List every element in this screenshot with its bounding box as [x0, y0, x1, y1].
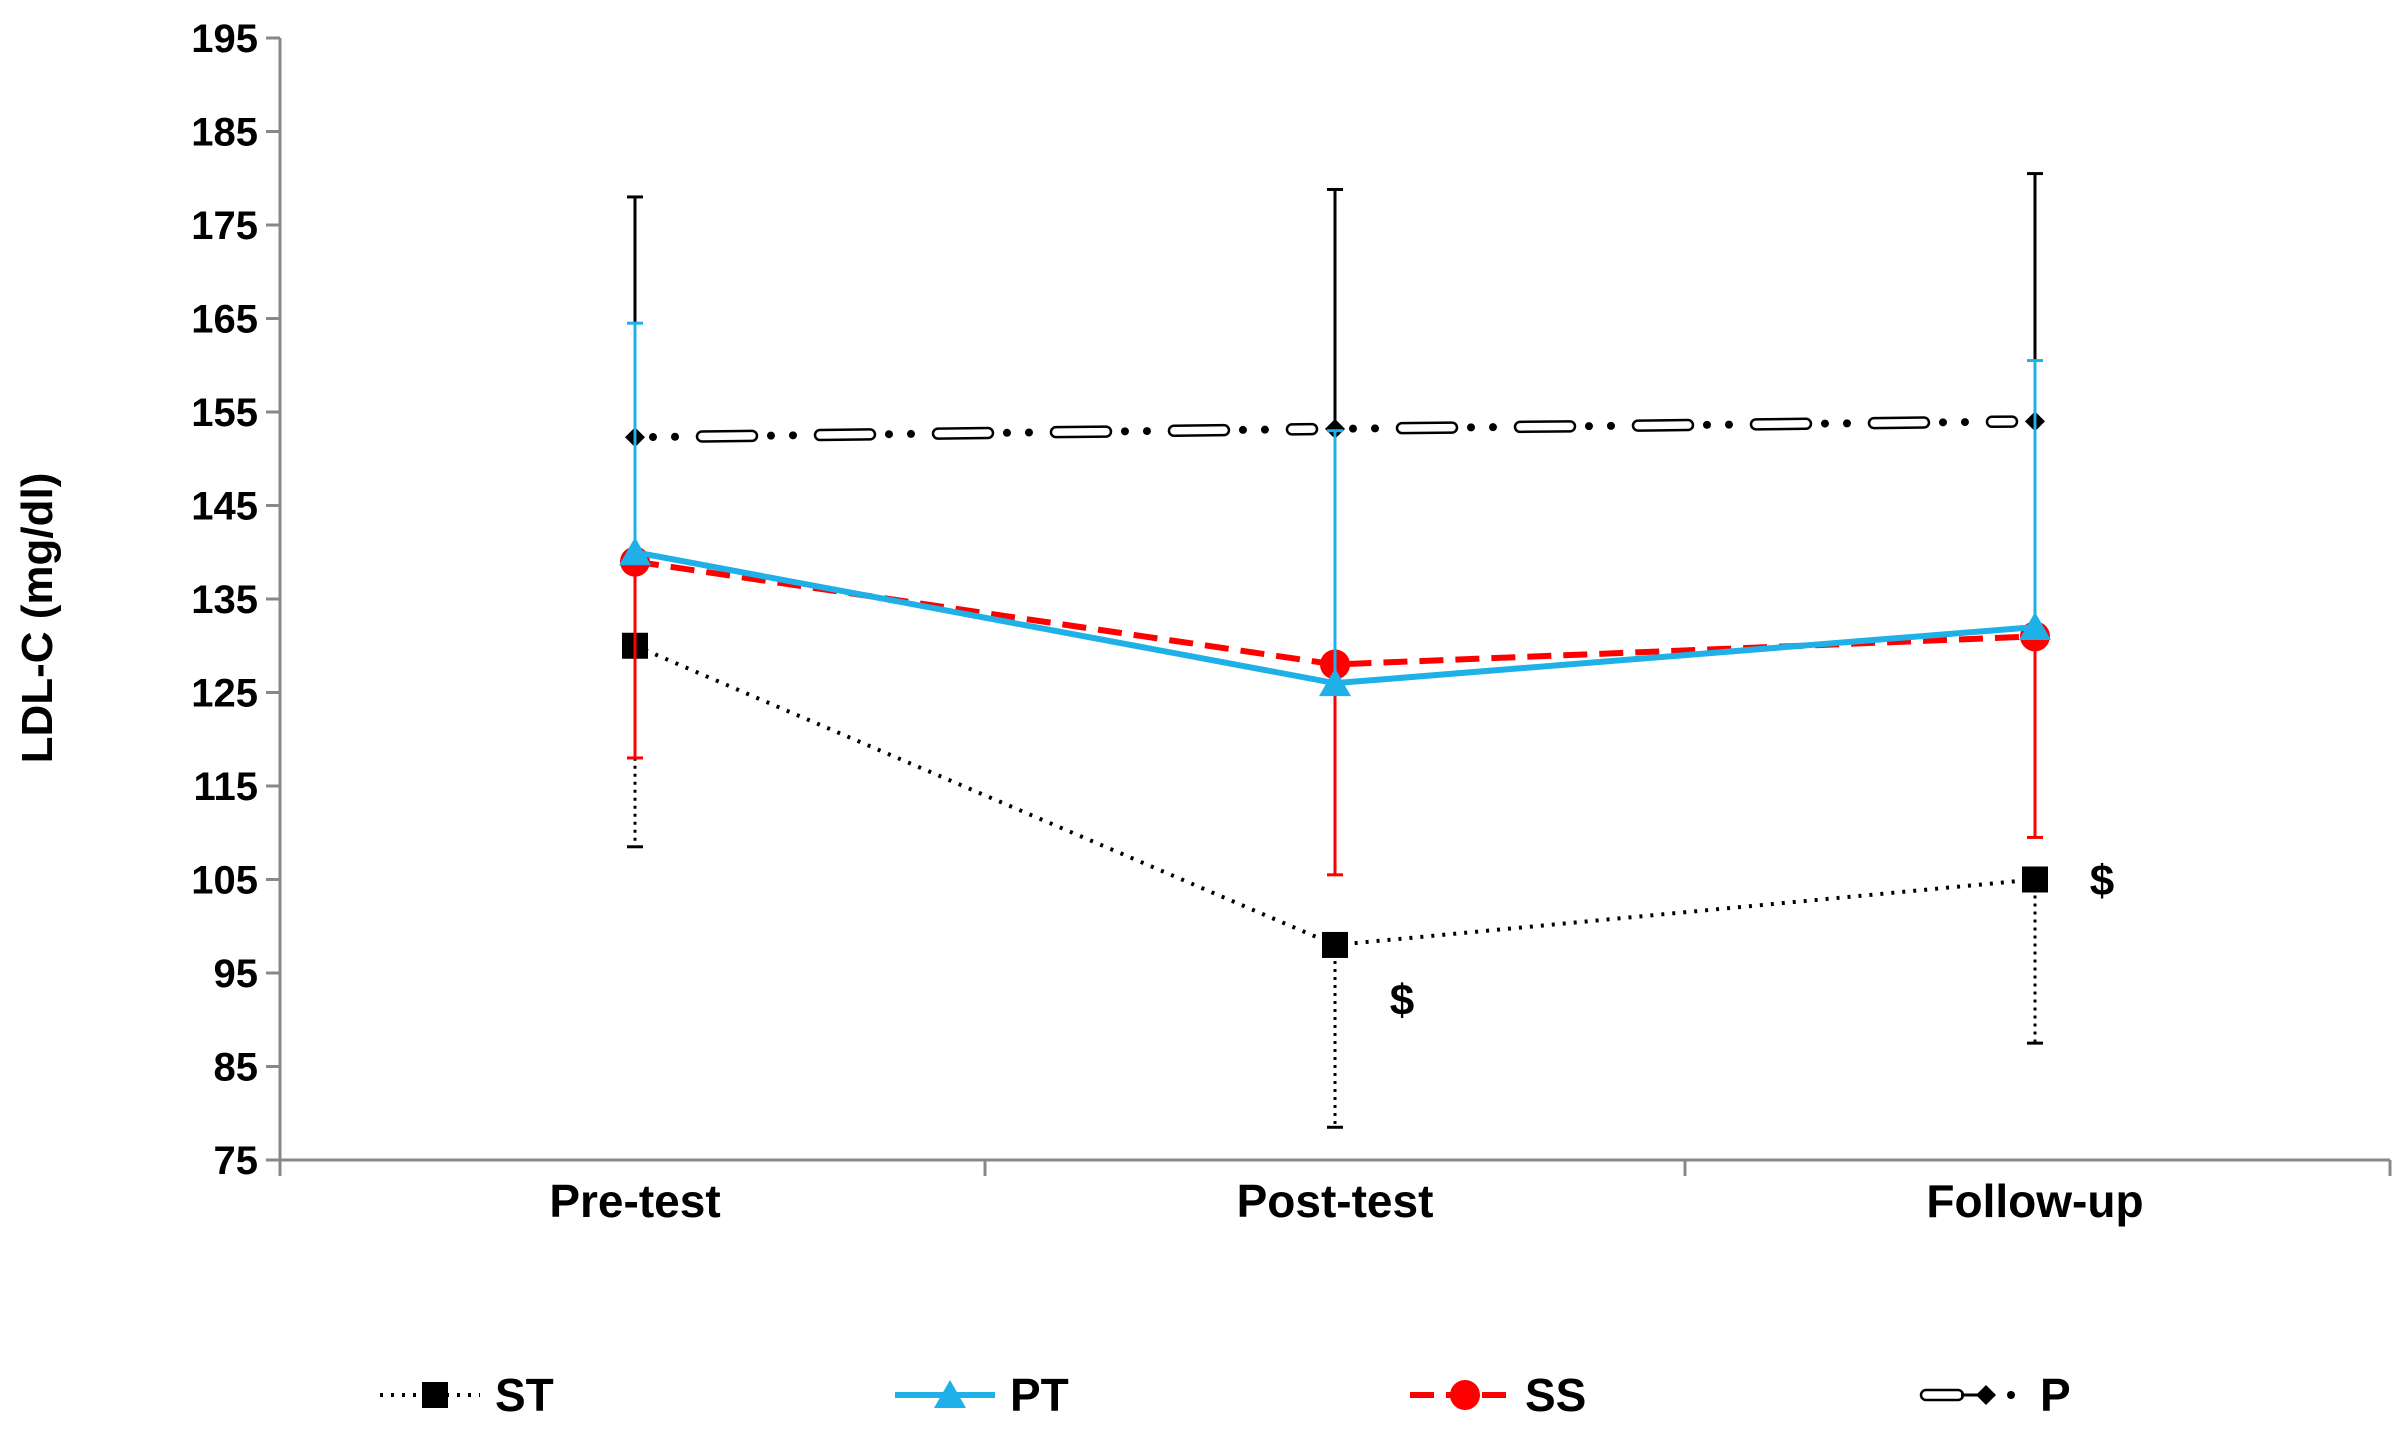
significance-marker: $ [1390, 976, 1414, 1025]
series-line-p [1395, 421, 1459, 435]
legend-swatch-p [1919, 1388, 1965, 1402]
annotations: $$ [1390, 857, 2114, 1025]
series-line-p [788, 431, 797, 440]
series-line-p [1960, 418, 1969, 427]
x-tick-label: Follow-up [1926, 1175, 2143, 1227]
legend-item-ss: SS [1410, 1369, 1586, 1421]
series-line-p [1466, 423, 1475, 432]
y-tick-label: 75 [214, 1139, 259, 1183]
legend-label: P [2040, 1369, 2071, 1421]
y-tick-label: 165 [191, 298, 258, 342]
y-tick-label: 115 [193, 765, 258, 809]
marker-pt [2019, 612, 2051, 641]
marker-pt [934, 1380, 966, 1408]
series-line-p [1285, 422, 1319, 436]
series-line-p [884, 430, 893, 439]
series-line-p [1513, 420, 1577, 434]
series-line-p [766, 431, 775, 440]
legend-label: PT [1010, 1369, 1069, 1421]
series-line-p [1024, 428, 1033, 437]
y-tick-label: 105 [191, 859, 258, 903]
marker-pt [619, 537, 651, 566]
series-line-p [813, 428, 877, 442]
y-tick-label: 95 [214, 952, 259, 996]
y-tick-label: 175 [191, 204, 258, 248]
series-line-p [1584, 422, 1593, 431]
series-line-p [648, 433, 657, 442]
series-line-p [1724, 420, 1733, 429]
series-line-p [1488, 423, 1497, 432]
marker-p [1976, 1385, 1996, 1405]
marker-pt [1319, 668, 1351, 697]
significance-marker: $ [2090, 857, 2114, 906]
marker-st [2022, 866, 2048, 893]
y-axis-label: LDL-C (mg/dl) [13, 473, 62, 764]
series-line-p [1938, 418, 1947, 427]
series-layer [619, 172, 2051, 1129]
marker-p [1325, 418, 1345, 439]
series-line-p [906, 429, 915, 438]
legend-item-st: ST [380, 1369, 554, 1421]
series-line-p [1167, 423, 1231, 438]
series-line-p [1120, 427, 1129, 436]
series-line-p [1985, 415, 2019, 429]
series-line-p [695, 429, 759, 443]
series-line-p [931, 426, 995, 440]
y-tick-label: 85 [214, 1046, 259, 1090]
x-tick-label: Post-test [1237, 1175, 1434, 1227]
legend-item-p: P [1919, 1369, 2071, 1421]
legend: ST PT SS P [380, 1369, 2071, 1421]
y-tick-label: 155 [191, 391, 258, 435]
legend-label: ST [495, 1369, 554, 1421]
series-pt [619, 321, 2051, 697]
series-line-p [1142, 427, 1151, 436]
series-line-p [1702, 420, 1711, 429]
marker-ss [1450, 1380, 1480, 1410]
series-line-p [1348, 424, 1357, 433]
legend-item-pt: PT [895, 1369, 1069, 1421]
y-tick-label: 195 [191, 17, 258, 61]
marker-st [422, 1382, 448, 1408]
y-tick-label: 125 [191, 672, 258, 716]
series-line-p [1370, 424, 1379, 433]
legend-swatch-p [2007, 1391, 2015, 1399]
series-line-p [1631, 418, 1695, 432]
x-tick-label: Pre-test [549, 1175, 720, 1227]
series-line-p [1820, 419, 1829, 428]
series-line-p [1749, 417, 1813, 431]
series-line-p [1606, 421, 1615, 430]
series-line-p [1049, 425, 1113, 439]
series-line-p [1238, 425, 1247, 434]
x-axis: Pre-test Post-test Follow-up [278, 1158, 2392, 1227]
legend-label: SS [1525, 1369, 1586, 1421]
y-tick-label: 145 [191, 485, 258, 529]
y-tick-label: 135 [191, 578, 258, 622]
y-tick-label: 185 [191, 111, 258, 155]
marker-st [1322, 931, 1348, 958]
series-line-p [1260, 425, 1269, 434]
series-line-p [670, 432, 679, 441]
series-p [625, 172, 2045, 448]
series-line-p [1002, 428, 1011, 437]
y-axis: 75 85 95 105 115 125 135 145 155 165 175 185 195 [191, 17, 282, 1183]
series-line-p [1842, 419, 1851, 428]
series-line-p [1867, 416, 1931, 430]
